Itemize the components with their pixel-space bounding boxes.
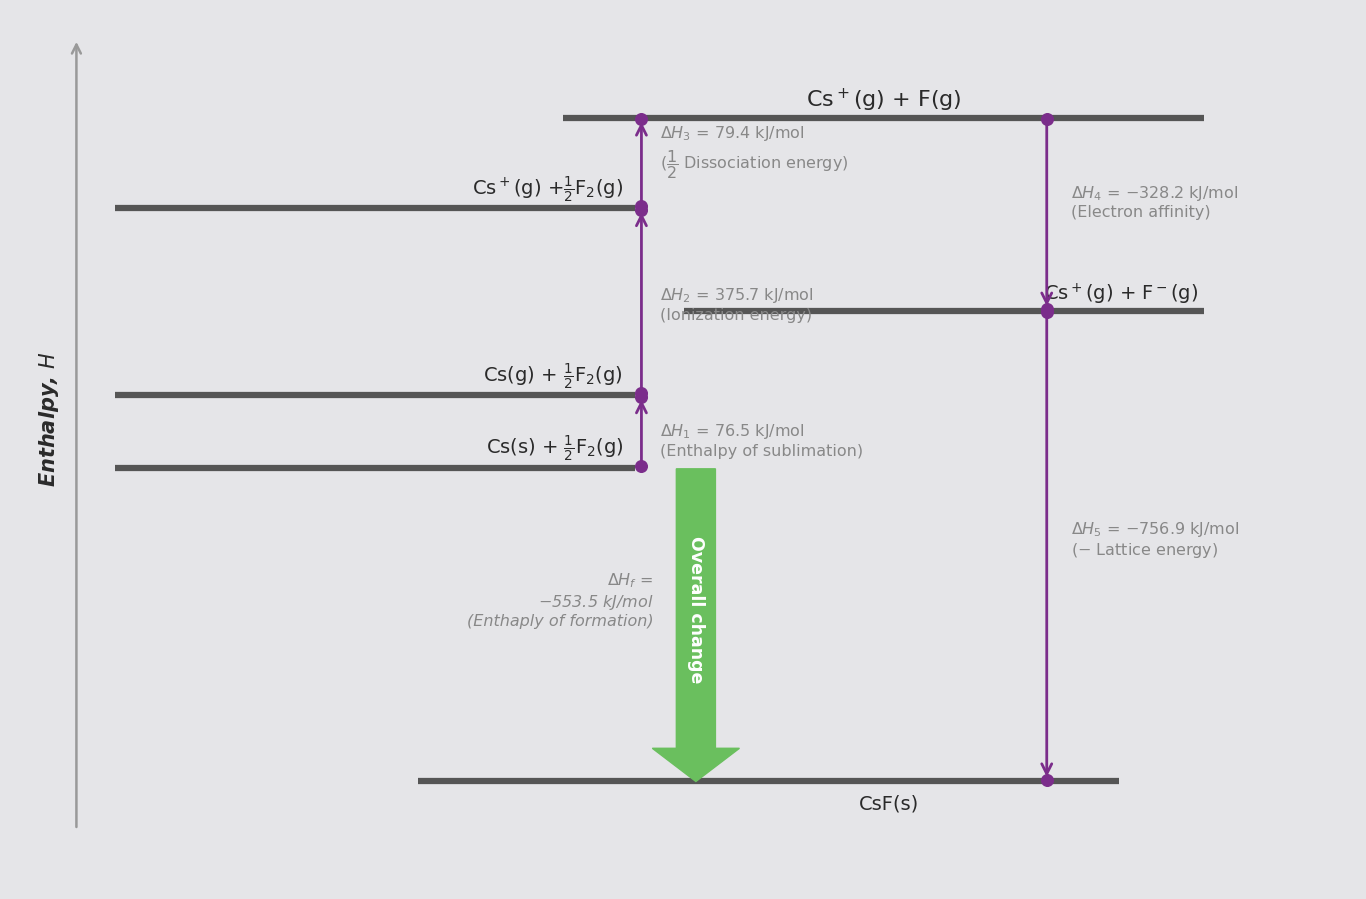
- Text: $\Delta H_4$ = $-$328.2 kJ/mol
(Electron affinity): $\Delta H_4$ = $-$328.2 kJ/mol (Electron…: [1071, 183, 1238, 220]
- Point: [1035, 306, 1057, 320]
- Text: Cs(s) + $\frac{1}{2}$F$_2$(g): Cs(s) + $\frac{1}{2}$F$_2$(g): [486, 434, 623, 464]
- Text: Cs$^+$(g) + F$^-$(g): Cs$^+$(g) + F$^-$(g): [1044, 281, 1198, 307]
- Text: $\Delta H_5$ = $-$756.9 kJ/mol
($-$ Lattice energy): $\Delta H_5$ = $-$756.9 kJ/mol ($-$ Latt…: [1071, 520, 1239, 560]
- Text: $\Delta H_1$ = 76.5 kJ/mol
(Enthalpy of sublimation): $\Delta H_1$ = 76.5 kJ/mol (Enthalpy of …: [660, 423, 863, 458]
- Point: [1035, 302, 1057, 316]
- Text: Cs$^+$(g) +$\frac{1}{2}$F$_2$(g): Cs$^+$(g) +$\frac{1}{2}$F$_2$(g): [473, 175, 623, 205]
- Text: Enthalpy, $H$: Enthalpy, $H$: [37, 352, 60, 487]
- FancyArrow shape: [653, 468, 739, 781]
- Text: Cs(g) + $\frac{1}{2}$F$_2$(g): Cs(g) + $\frac{1}{2}$F$_2$(g): [484, 361, 623, 392]
- Point: [631, 390, 653, 405]
- Point: [631, 202, 653, 217]
- Point: [631, 199, 653, 213]
- Text: CsF(s): CsF(s): [859, 795, 919, 814]
- Text: $\Delta H_3$ = 79.4 kJ/mol
($\dfrac{1}{2}$ Dissociation energy): $\Delta H_3$ = 79.4 kJ/mol ($\dfrac{1}{2…: [660, 124, 848, 181]
- Point: [631, 112, 653, 127]
- Point: [631, 387, 653, 401]
- Text: Cs$^+$(g) + F(g): Cs$^+$(g) + F(g): [806, 86, 962, 114]
- Point: [631, 458, 653, 473]
- Text: $\Delta H_2$ = 375.7 kJ/mol
(Ionization energy): $\Delta H_2$ = 375.7 kJ/mol (Ionization …: [660, 287, 813, 323]
- Text: Overall change: Overall change: [687, 536, 705, 683]
- Point: [1035, 772, 1057, 787]
- Point: [1035, 112, 1057, 127]
- Text: $\Delta H_f$ =
$-$553.5 kJ/mol
(Enthaply of formation): $\Delta H_f$ = $-$553.5 kJ/mol (Enthaply…: [467, 572, 653, 629]
